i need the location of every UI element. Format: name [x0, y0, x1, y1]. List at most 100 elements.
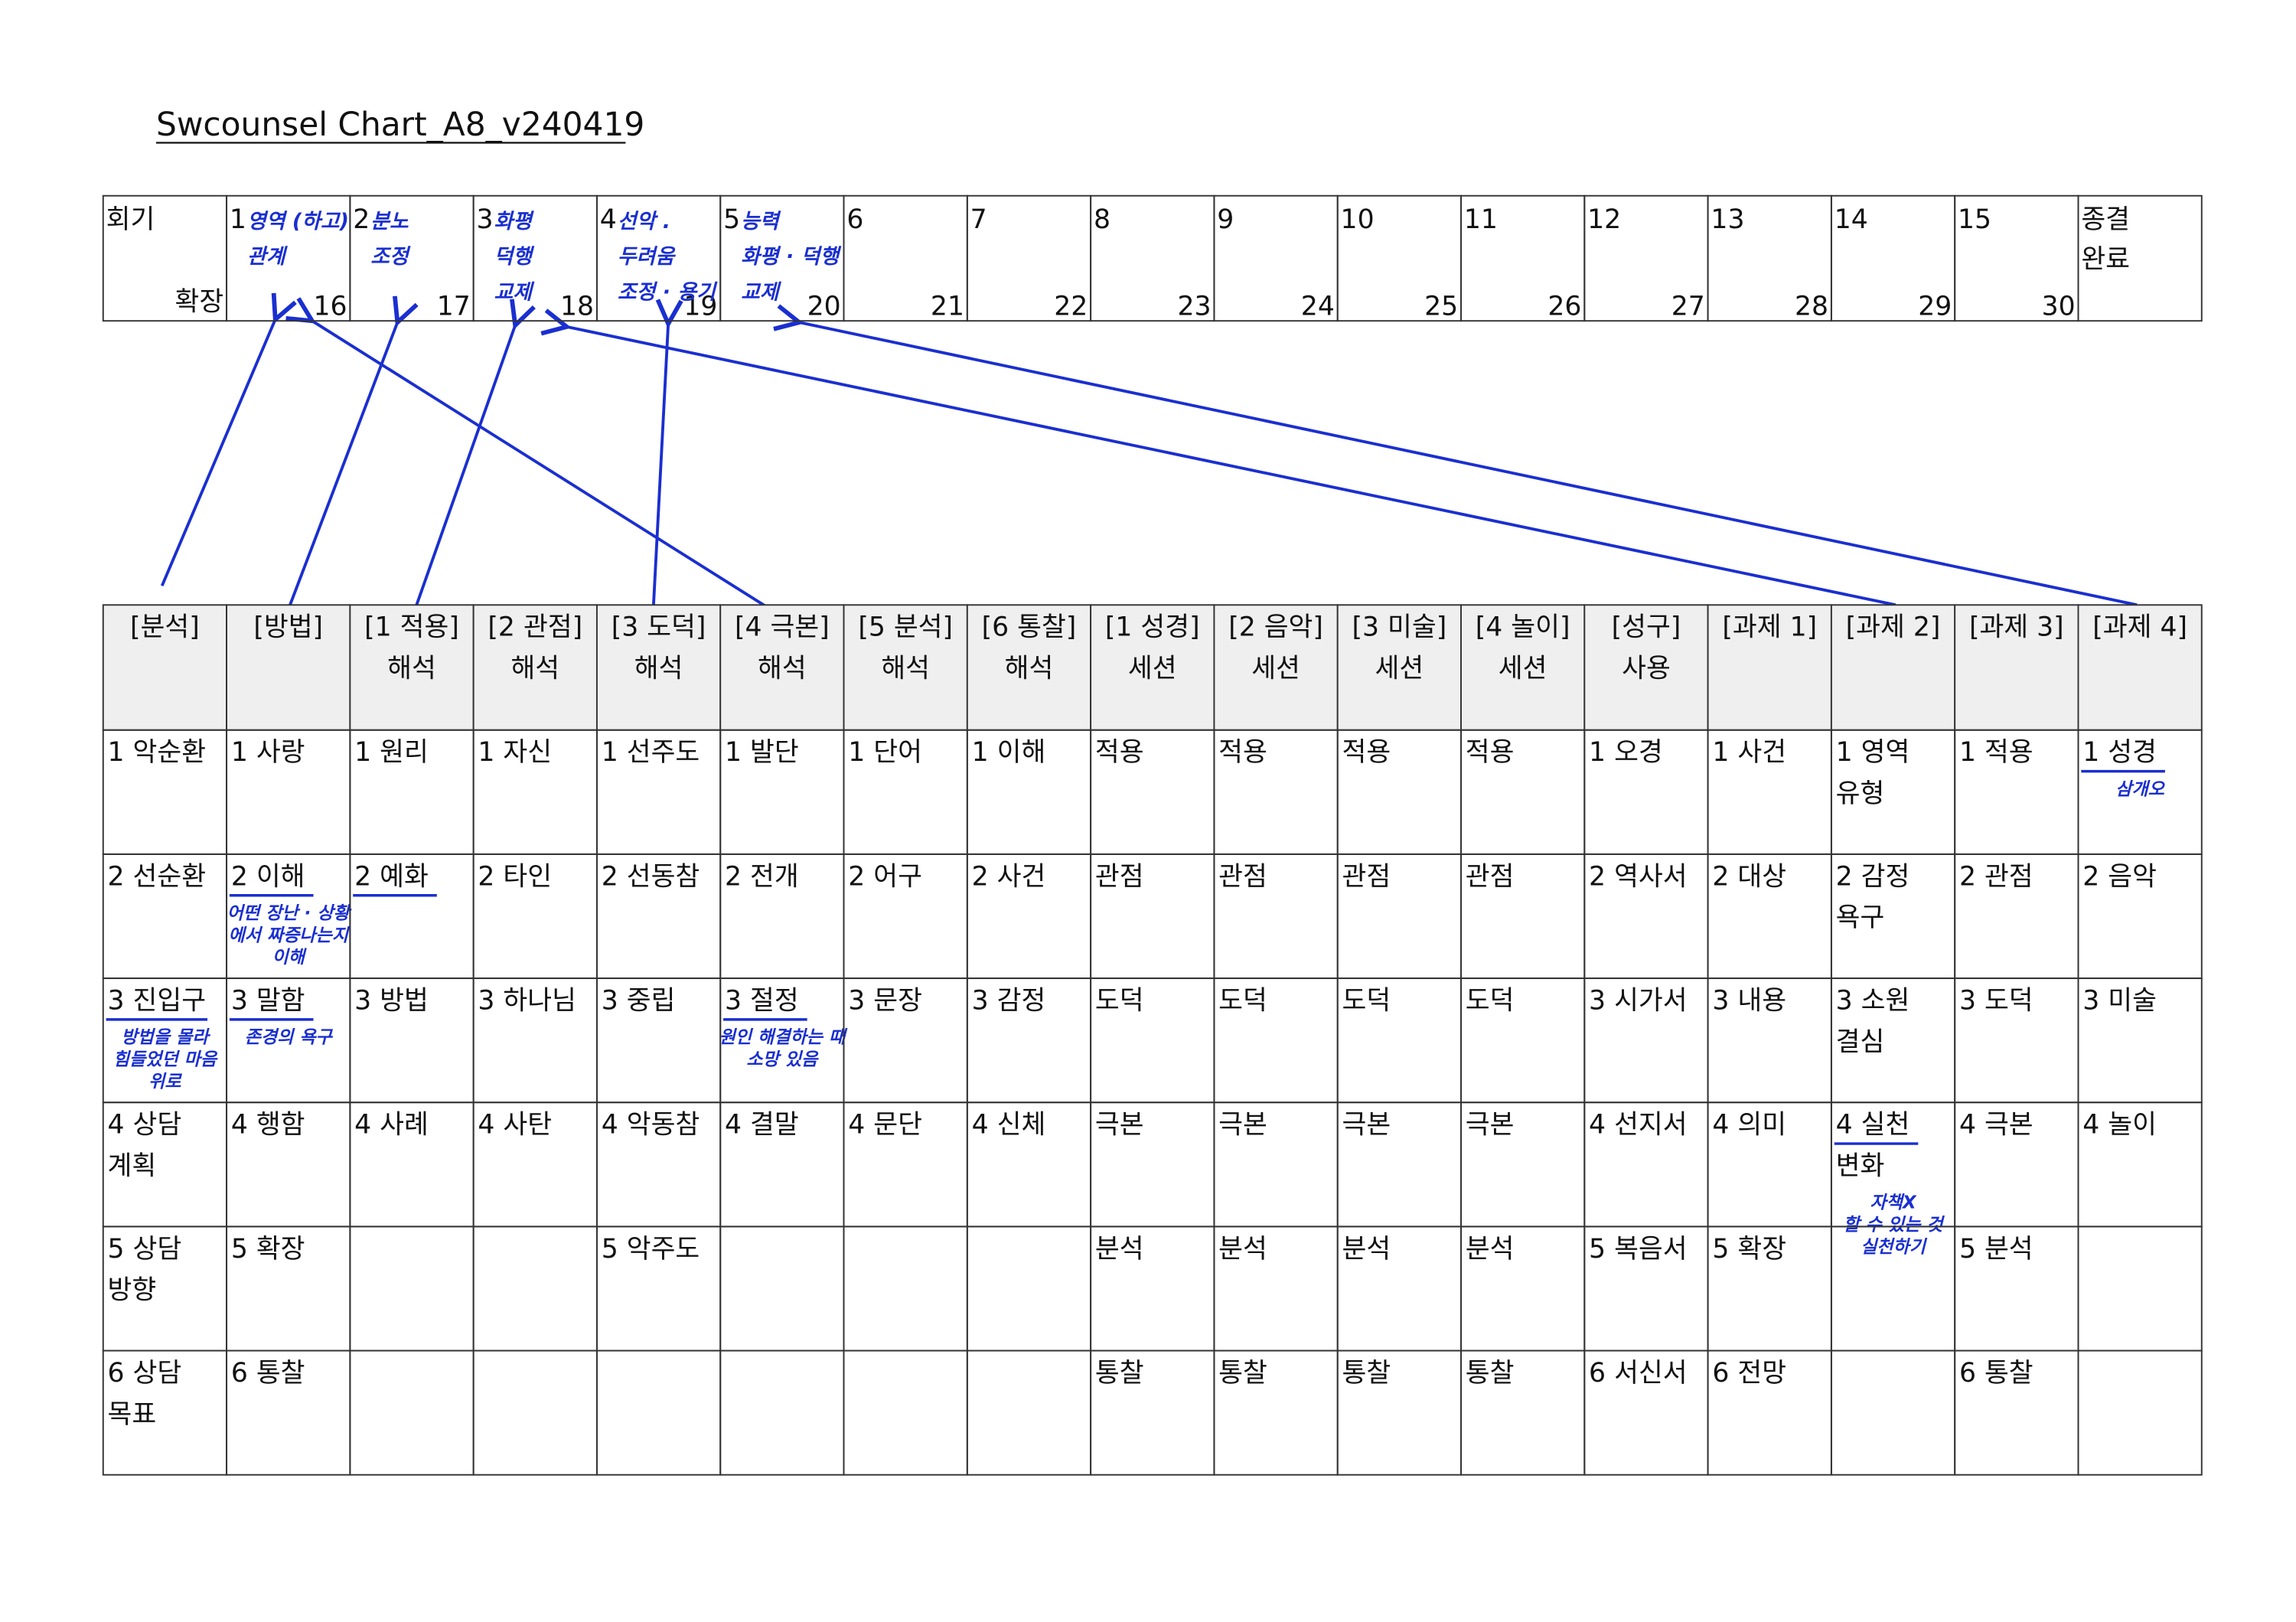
- session-number: 14: [1835, 204, 1868, 235]
- cell-text: 2 역사서: [1589, 861, 1688, 892]
- closing-label: 종결: [2081, 204, 2130, 235]
- cell-text: 4 선지서: [1589, 1110, 1688, 1141]
- cell-text: 3 진입구: [108, 985, 207, 1016]
- cell-text: 계획: [108, 1150, 157, 1181]
- header-text: [5 분석]: [858, 612, 953, 643]
- cell-text: 5 확장: [1712, 1234, 1786, 1265]
- extension-number: 22: [1054, 291, 1088, 321]
- session-number: 10: [1341, 204, 1375, 235]
- header-cell: [843, 604, 968, 731]
- header-text: 세션: [1251, 654, 1300, 684]
- header-text: [3 미술]: [1352, 612, 1446, 643]
- extension-number: 17: [437, 291, 471, 321]
- header-text: [과제 2]: [1846, 612, 1941, 643]
- cell-text: 분석: [1342, 1234, 1391, 1265]
- handwritten-note: 교제: [741, 280, 782, 304]
- extension-number: 28: [1795, 291, 1828, 321]
- handwritten-note: 화평: [494, 210, 535, 233]
- table-cell: [843, 1225, 968, 1352]
- table-cell: [472, 1349, 598, 1476]
- cell-text: 1 사랑: [231, 737, 305, 768]
- table-cell: [349, 1225, 475, 1352]
- header-cell: [719, 604, 845, 731]
- session-number: 12: [1587, 204, 1621, 235]
- cell-text: 1 이해: [972, 737, 1046, 768]
- header-cell: [2077, 604, 2203, 731]
- cell-text: 2 타인: [478, 861, 552, 892]
- cell-text: 3 절정: [725, 985, 799, 1016]
- header-text: [2 관점]: [488, 612, 582, 643]
- header-cell: [1460, 604, 1586, 731]
- cell-text: 4 의미: [1712, 1110, 1786, 1141]
- header-text: 사용: [1622, 654, 1671, 684]
- cell-text: 2 감정: [1836, 861, 1910, 892]
- arrow: [415, 325, 515, 605]
- cell-text: 3 말함: [231, 985, 305, 1016]
- session-number: 2: [353, 204, 370, 235]
- cell-text: 3 내용: [1712, 985, 1786, 1016]
- cell-text: 3 감정: [972, 985, 1046, 1016]
- table-cell: [966, 1349, 1092, 1476]
- header-cell: [1583, 604, 1709, 731]
- cell-text: 극본: [1466, 1110, 1515, 1141]
- header-cell: [226, 604, 351, 731]
- table-cell: [719, 1225, 845, 1352]
- header-text: 해석: [1005, 654, 1054, 684]
- cell-text: 목표: [108, 1399, 157, 1430]
- cell-text: 1 악순환: [108, 737, 207, 768]
- handwritten-note: 조정: [370, 245, 411, 269]
- cell-text: 관점: [1342, 861, 1391, 892]
- cell-text: 1 영역: [1836, 737, 1910, 768]
- cell-text: 3 방법: [354, 985, 429, 1016]
- extension-number: 29: [1918, 291, 1952, 321]
- session-number: 4: [600, 204, 617, 235]
- cell-text: 3 중립: [602, 985, 676, 1016]
- cell-text: 5 복음서: [1589, 1234, 1688, 1265]
- session-number: 7: [970, 204, 987, 235]
- cell-text: 1 적용: [1959, 737, 2033, 768]
- cell-text: 3 소원: [1836, 985, 1910, 1016]
- handwritten-note: 두려움: [618, 245, 677, 269]
- session-cell: [2077, 194, 2203, 322]
- extension-number: 19: [683, 291, 717, 321]
- header-cell: [1954, 604, 2079, 731]
- header-text: 해석: [881, 654, 930, 684]
- arrow: [160, 319, 276, 587]
- handwritten-note: 소망 있음: [746, 1050, 819, 1070]
- extension-number: 18: [560, 291, 594, 321]
- cell-text: 2 대상: [1712, 861, 1786, 892]
- header-cell: [349, 604, 475, 731]
- cell-text: 욕구: [1836, 902, 1885, 933]
- header-text: [4 극본]: [735, 612, 830, 643]
- handwritten-note: 실천하기: [1861, 1237, 1928, 1257]
- extension-number: 27: [1671, 291, 1705, 321]
- cell-text: 도덕: [1218, 985, 1267, 1016]
- session-number: 11: [1464, 204, 1498, 235]
- cell-text: 도덕: [1342, 985, 1391, 1016]
- cell-text: 1 단어: [848, 737, 922, 768]
- cell-text: 2 전개: [725, 861, 799, 892]
- cell-text: 방향: [108, 1275, 157, 1306]
- cell-text: 3 시가서: [1589, 985, 1688, 1016]
- table-cell: [472, 1225, 598, 1352]
- session-number: 9: [1217, 204, 1234, 235]
- extension-number: 26: [1548, 291, 1581, 321]
- handwritten-note: 삼개오: [2115, 779, 2165, 799]
- header-text: [2 음악]: [1228, 612, 1323, 643]
- handwritten-note: 존경의 욕구: [245, 1028, 334, 1048]
- extension-number: 24: [1301, 291, 1335, 321]
- cell-text: 1 사건: [1712, 737, 1786, 768]
- cell-text: 4 극본: [1959, 1110, 2033, 1141]
- cell-text: 2 사건: [972, 861, 1046, 892]
- header-cell: [102, 604, 228, 731]
- extension-number: 23: [1178, 291, 1212, 321]
- cell-text: 5 상담: [108, 1234, 182, 1265]
- cell-text: 6 통찰: [231, 1358, 305, 1389]
- cell-text: 분석: [1095, 1234, 1144, 1265]
- cell-text: 3 하나님: [478, 985, 576, 1016]
- handwritten-note: 덕행: [494, 245, 536, 269]
- cell-text: 극본: [1218, 1110, 1267, 1141]
- header-text: 세션: [1128, 654, 1177, 684]
- header-cell: [1090, 604, 1215, 731]
